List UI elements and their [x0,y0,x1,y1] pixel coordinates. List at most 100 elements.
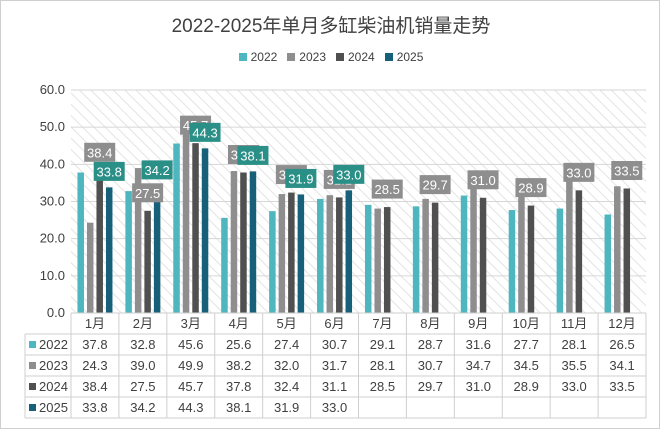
bar-2024-3月 [192,143,199,313]
bar-2025-5月 [297,194,305,313]
legend-swatch [287,53,296,61]
table-cell: 28.1 [561,337,586,352]
y-tick-label: 60.0 [40,82,65,97]
table-cell: 33.0 [561,379,586,394]
data-label-2025: 33.0 [336,167,361,182]
data-label-2024: 33.0 [566,165,591,180]
table-cell: 32.4 [274,379,299,394]
bar-2022-5月 [269,211,276,313]
y-tick-label: 50.0 [40,119,65,134]
data-label-box [285,168,317,188]
table-cell: 31.6 [466,337,491,352]
x-tick-label: 4月 [229,316,249,331]
bar-2023-1月 [86,222,94,313]
bar-2025-4月 [249,171,257,313]
bar-2023-2月 [134,168,142,313]
legend-swatch [336,53,344,61]
legend-item-2023: 2023 [287,50,326,64]
bar-2022-4月 [221,217,228,313]
bar-2022-10月 [508,210,516,313]
table-series-name: 2025 [39,400,68,415]
x-tick-label: 5月 [277,316,297,331]
legend-item-2025: 2025 [384,50,423,64]
table-cell: 25.6 [226,337,251,352]
table-cell: 38.4 [82,379,107,394]
data-label-2024: 28.9 [518,181,543,196]
bar-2023-12月 [614,186,621,313]
bar-2022-8月 [412,206,420,313]
table-cell: 27.4 [274,337,299,352]
x-tick-label: 12月 [608,316,635,331]
table-cell: 44.3 [178,400,203,415]
bar-2024-5月 [288,192,295,313]
bar-2024-2月 [144,210,151,313]
table-cell: 34.2 [130,400,155,415]
table-series-name: 2023 [39,358,68,373]
data-label-2024: 28.5 [375,182,400,197]
bar-2022-11月 [556,208,564,313]
table-series-name: 2024 [39,379,68,394]
data-label-box [189,122,221,142]
table-cell: 45.7 [178,379,203,394]
bar-2023-8月 [422,198,429,313]
data-label-box [93,161,125,181]
table-cell: 31.7 [322,358,347,373]
legend-label: 2022 [250,50,278,64]
table-cell: 28.5 [370,379,395,394]
data-label-box [132,183,164,203]
bar-2023-11月 [566,181,573,313]
legend-swatch [238,53,247,61]
bar-2025-3月 [201,148,209,313]
table-cell: 28.9 [514,379,539,394]
x-tick-label: 7月 [372,316,392,331]
data-label-box [141,160,173,180]
table-cell: 37.8 [226,379,251,394]
table-cell: 32.8 [130,337,155,352]
bar-2022-2月 [125,191,132,313]
table-legend-key [29,404,36,411]
table-cell: 34.1 [609,358,634,373]
x-tick-label: 11月 [561,316,588,331]
bar-2022-6月 [317,198,324,313]
bar-2024-12月 [623,188,631,313]
bar-2022-7月 [364,204,372,313]
table-cell: 39.0 [130,358,155,373]
table-cell: 45.6 [178,337,203,352]
table-legend-key [29,362,36,369]
bar-2023-6月 [326,195,334,313]
x-tick-label: 3月 [181,316,201,331]
bar-2023-5月 [278,194,286,313]
x-tick-label: 2月 [133,316,153,331]
table-cell: 30.7 [418,358,443,373]
table-cell: 38.2 [226,358,251,373]
data-label-2024: 29.7 [422,178,447,193]
data-label-box [611,160,643,180]
table-cell: 31.9 [274,400,299,415]
y-tick-label: 30.0 [40,194,65,209]
bar-2024-9月 [479,197,487,313]
bar-2022-12月 [604,214,612,313]
bar-2024-8月 [431,202,439,313]
chart-title: 2022-2025年单月多缸柴油机销量走势 [171,16,491,37]
table-cell: 30.7 [322,337,347,352]
bar-2025-6月 [345,190,353,313]
table-cell: 28.1 [370,358,395,373]
y-tick-label: 0.0 [47,305,65,320]
table-cell: 29.7 [418,379,443,394]
table-cell: 27.7 [514,337,539,352]
x-tick-label: 6月 [324,316,344,331]
data-label-2024: 38.4 [87,145,112,160]
legend-label: 2024 [348,50,375,64]
table-cell: 28.7 [418,337,443,352]
data-label-2025: 34.2 [144,163,169,178]
bar-2022-3月 [173,143,180,313]
data-label-2025: 38.1 [240,148,265,163]
table-cell: 24.3 [82,358,107,373]
data-label-2024: 27.5 [135,186,160,201]
bar-2022-1月 [77,172,84,313]
table-cell: 33.0 [322,400,347,415]
bar-2025-2月 [153,185,161,313]
bar-2023-4月 [230,171,238,313]
table-cell: 35.5 [561,358,586,373]
